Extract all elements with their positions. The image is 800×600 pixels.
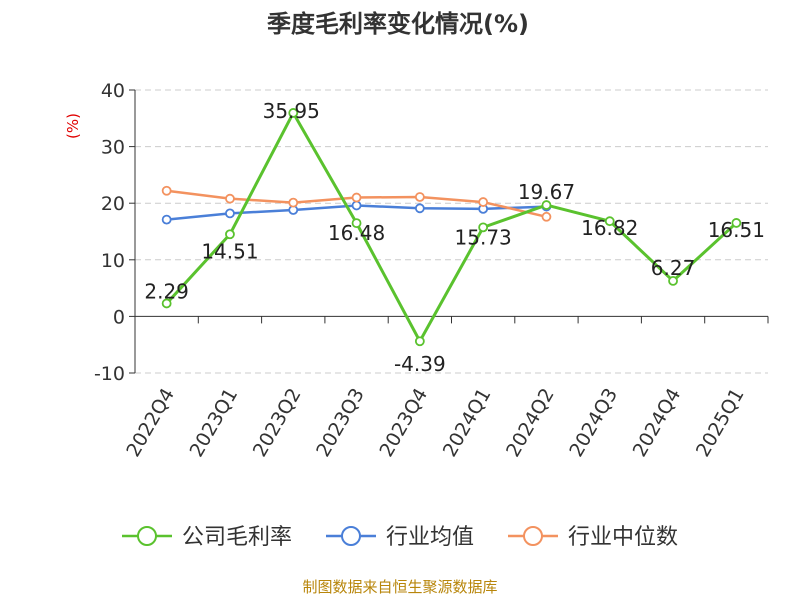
data-label: -4.39 <box>394 352 446 376</box>
x-tick-label: 2023Q3 <box>312 385 369 461</box>
data-point <box>668 276 678 286</box>
y-tick-label: 0 <box>113 306 125 328</box>
data-point <box>351 200 362 211</box>
data-point <box>414 203 425 214</box>
legend-label-2: 行业中位数 <box>568 525 678 550</box>
x-tick-label: 2025Q1 <box>692 385 749 461</box>
x-tick-label: 2023Q2 <box>249 385 306 461</box>
x-tick-label: 2024Q2 <box>502 385 559 461</box>
data-point <box>351 192 362 203</box>
data-label: 6.27 <box>651 256 696 280</box>
data-point <box>604 216 615 227</box>
data-label: 16.51 <box>708 218 765 242</box>
data-point <box>478 222 489 233</box>
data-point <box>161 185 172 196</box>
legend-label-1: 行业均值 <box>386 525 474 550</box>
data-label: 14.51 <box>201 239 258 263</box>
grid-lines <box>135 89 768 374</box>
data-label: 35.95 <box>263 99 320 123</box>
chart-title: 季度毛利率变化情况(%) <box>267 10 529 38</box>
data-point <box>161 298 172 309</box>
y-tick-label: 40 <box>101 80 125 102</box>
series-layer <box>161 108 742 347</box>
x-tick-label: 2024Q1 <box>439 385 496 461</box>
legend-marker-2 <box>523 526 543 546</box>
y-tick-label: 20 <box>101 193 125 215</box>
y-tick-label: 30 <box>101 137 125 159</box>
data-point <box>478 197 489 207</box>
data-label: 16.48 <box>328 221 385 245</box>
x-tick-label: 2023Q1 <box>186 385 243 461</box>
data-point <box>288 108 299 118</box>
legend-label-0: 公司毛利率 <box>182 525 292 550</box>
data-source-note: 制图数据来自恒生聚源数据库 <box>302 578 497 596</box>
data-label: 2.29 <box>144 279 189 303</box>
data-point <box>161 214 172 225</box>
data-point <box>731 218 742 228</box>
x-tick-label: 2022Q4 <box>122 385 179 461</box>
legend-marker-0 <box>137 526 157 546</box>
legend-marker-1 <box>341 526 361 546</box>
data-point <box>414 192 425 202</box>
data-point <box>541 200 552 210</box>
data-label: 16.82 <box>581 216 638 240</box>
y-tick-label: -10 <box>94 363 125 385</box>
data-label: 19.67 <box>518 180 575 204</box>
data-point <box>225 229 235 240</box>
data-point <box>541 211 552 222</box>
x-tick-label: 2023Q4 <box>375 385 432 461</box>
data-point <box>351 218 362 229</box>
y-tick-label: 10 <box>101 250 125 272</box>
legend: 公司毛利率 行业均值 行业中位数 <box>122 525 678 550</box>
data-label: 15.73 <box>455 225 512 249</box>
data-point <box>225 208 235 219</box>
y-axis-unit: (%) <box>64 113 82 139</box>
series-line-0 <box>165 111 738 343</box>
x-tick-label: 2024Q4 <box>629 385 686 461</box>
x-tick-label: 2024Q3 <box>565 385 622 461</box>
data-point <box>414 336 425 347</box>
data-point <box>288 197 299 208</box>
data-point <box>225 193 235 204</box>
